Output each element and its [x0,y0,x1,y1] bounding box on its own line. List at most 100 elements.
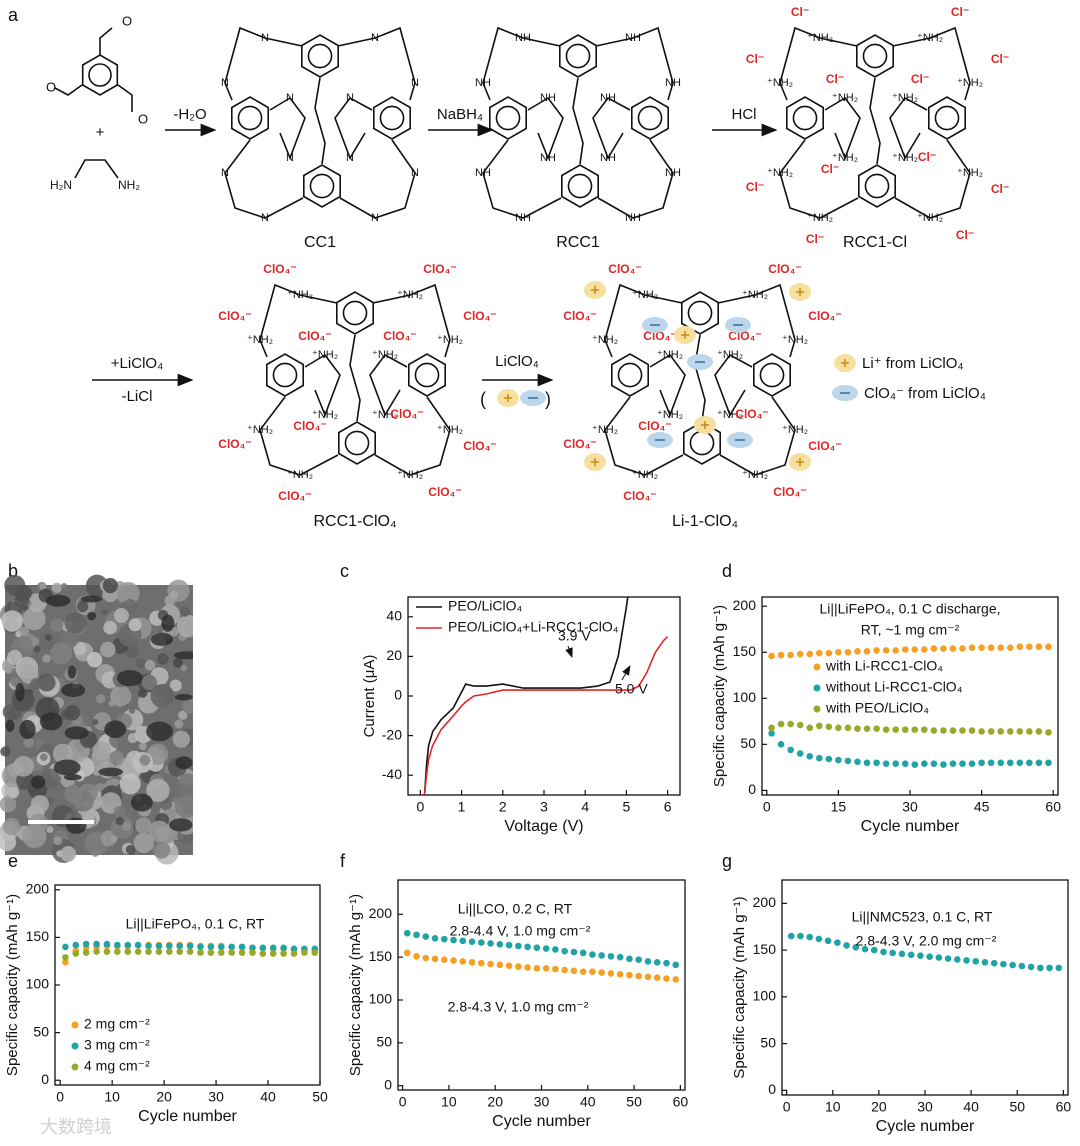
data-point [863,648,871,655]
data-point [901,726,909,733]
counterion-label: ClO₄⁻ [773,485,806,499]
data-point [768,652,775,660]
data-point [635,972,643,980]
bond [349,334,361,422]
sem-grain [122,821,132,832]
data-point [1000,960,1007,968]
data-point [413,931,420,939]
annotation-arrow [565,645,573,658]
atom-label: ⁺NH₂ [717,409,743,421]
y-axis-title: Specific capacity (mAh g⁻¹) [711,605,728,787]
data-point [926,953,933,960]
counterion-label: ClO₄⁻ [808,309,841,323]
sem-grain [100,641,116,658]
bond [54,84,83,96]
data-point [921,646,928,653]
sem-grain [152,841,171,859]
aromatic-circle [617,362,643,388]
x-axis-title: Cycle number [861,818,960,835]
x-tick-label: 20 [156,1089,172,1105]
data-point [968,644,976,651]
data-point [968,727,976,734]
data-point [768,729,775,737]
atom-label: ⁺NH₂ [657,349,683,361]
counterion-label: Cl⁻ [746,180,764,194]
data-point [870,946,878,954]
x-tick-label: 45 [974,799,990,815]
bond [592,96,631,160]
annotation: Li||LiFePO₄, 0.1 C discharge, [819,601,1000,617]
legend-label: 4 mg cm⁻² [84,1058,150,1074]
y-tick-label: 50 [33,1023,49,1039]
label: Li⁺ from LiClO₄ [862,355,964,372]
aromatic-circle [88,63,112,87]
y-tick-label: 50 [760,1034,776,1050]
data-point [82,940,90,948]
counterion-label: ClO₄⁻ [463,439,496,453]
sem-grain [30,678,42,690]
data-point [843,942,850,949]
sem-grain [133,832,154,854]
data-point [431,934,439,942]
data-point [197,949,204,956]
atom-label: ⁺NH₂ [892,152,918,164]
data-point [930,727,938,734]
data-point [524,943,531,951]
label: NaBH₄ [437,106,483,123]
plot-area [62,940,319,966]
bond [314,77,326,165]
data-point [207,949,215,956]
annotation: 2.8-4.4 V, 1.0 mg cm⁻² [450,923,591,939]
sem-grain [146,778,170,803]
counterion-label: ClO₄⁻ [278,489,311,503]
benzene-ring [231,96,269,140]
data-point [1045,643,1052,651]
data-point [844,648,852,656]
atom-label: N [346,92,354,104]
x-tick-label: 0 [763,799,771,815]
data-point [124,948,132,955]
data-point [269,950,277,957]
atom-label: ⁺NH₂ [592,424,618,436]
bond [824,96,861,161]
sem-pore [116,670,143,687]
sem-pore [130,793,153,812]
data-point [290,945,298,953]
bond [714,353,753,417]
y-tick-label: 40 [386,608,402,624]
counterion-label: ClO₄⁻ [735,407,768,421]
label: CC1 [304,234,336,251]
bond [889,96,928,160]
benzene-ring [336,291,374,335]
data-point [863,725,871,732]
sem-pore [45,594,71,607]
data-point [825,649,833,657]
annotation: 3.9 V [558,628,591,644]
atom-label: NH [540,152,556,164]
bond [374,396,451,476]
atom-label: ⁺NH₂ [917,32,943,44]
bond [117,84,133,112]
atom-label: ⁺NH₂ [287,469,313,481]
plot-area [787,932,1063,972]
data-point [852,944,860,951]
data-point [644,958,652,965]
atom-label: ⁺NH₂ [312,349,338,361]
x-tick-label: 0 [416,799,424,815]
data-point [207,943,215,951]
counterion-label: ClO₄⁻ [608,262,641,276]
sem-pore [53,759,81,776]
data-point [524,964,531,971]
sem-grain [2,817,20,836]
y-tick-label: 200 [26,880,50,896]
data-point [997,759,1005,767]
data-point [290,950,298,957]
data-point [459,958,467,965]
y-tick-label: 100 [733,689,757,705]
sem-grain [119,773,141,795]
data-point [1046,964,1053,972]
sem-grain [115,816,124,826]
sem-grain [110,685,132,707]
sem-grain [76,600,89,613]
